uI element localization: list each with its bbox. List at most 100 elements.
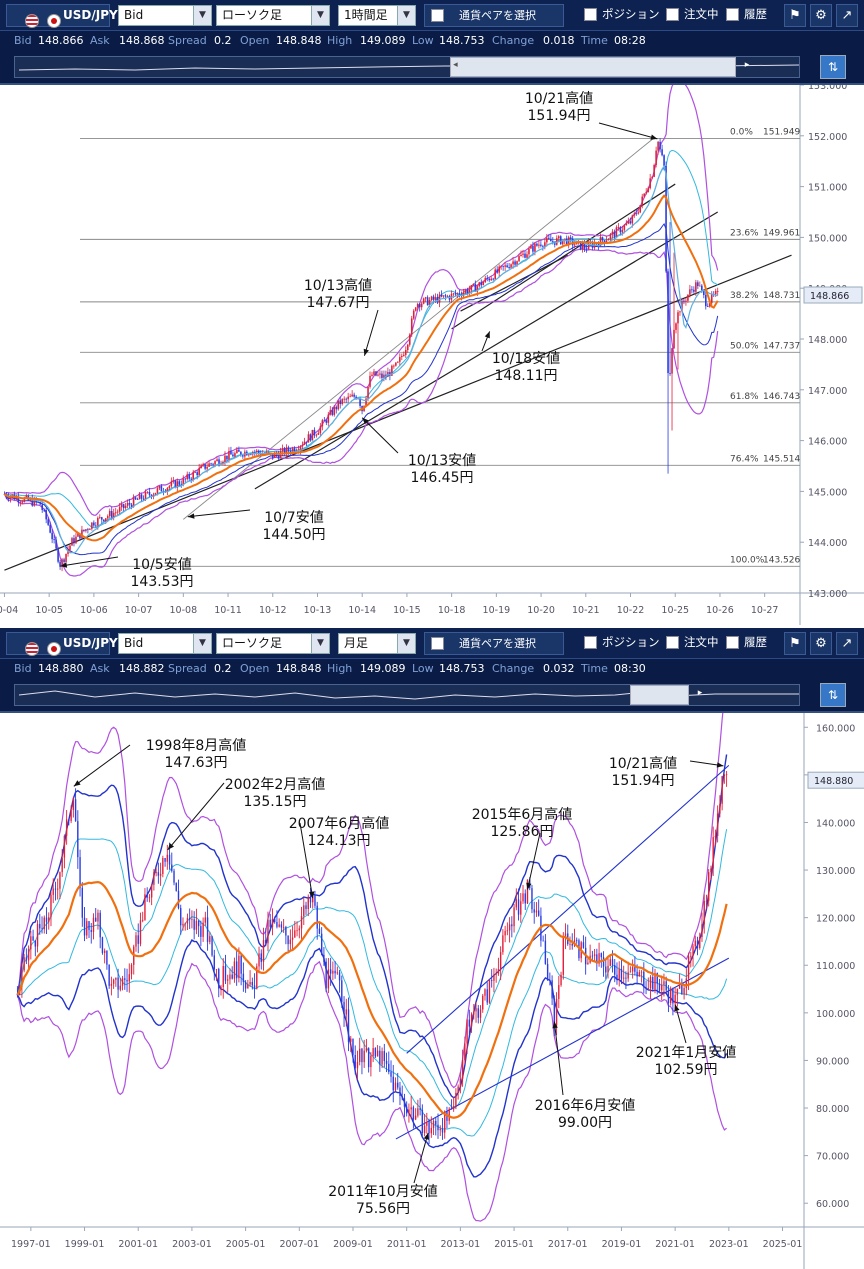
candle-body [544,940,547,964]
orders-checkbox[interactable] [666,636,679,649]
candle-body [315,434,318,436]
position-checkbox[interactable] [584,636,597,649]
navigator-window[interactable]: ◂ ▸ [450,57,749,77]
annotation-price: 125.86円 [491,824,554,840]
bollinger-upper-1 [16,829,728,1109]
timeframe-select[interactable]: 月足 ▼ [338,633,416,654]
candle-body [705,900,708,902]
chart-style-select[interactable]: ローソク足 ▼ [216,633,330,654]
candle-body [663,155,665,166]
annotation-title: 1998年8月高値 [146,737,247,754]
candle-body [148,897,151,899]
high-label: High [327,662,353,675]
candle-body [647,188,649,192]
orders-checkbox[interactable] [666,8,679,21]
candle-body [87,529,89,531]
chevron-down-icon: ▼ [311,6,329,25]
candle-body [114,512,117,514]
candle-body [279,451,282,459]
y-tick-label: 160.000 [816,723,855,734]
fib-percent-label: 61.8% [730,392,759,402]
hourly-chart[interactable]: 143.000 144.000 145.000 146.000 147.000 148.0… [0,85,864,625]
candle-body [353,394,355,397]
candle-body [598,953,600,964]
candle-body [146,894,148,898]
candle-body [211,936,213,956]
chart-panel-monthly: USD/JPY Bid ▼ ローソク足 ▼ 月足 ▼ 通貨ペアを選択 ポジション… [0,628,864,1269]
chevron-right-icon[interactable]: ▸ [744,60,750,70]
jp-flag-icon [47,14,61,28]
candle-body [716,291,719,292]
candle-body [97,517,99,526]
candle-body [101,517,103,520]
chevron-left-icon[interactable]: ◂ [453,60,458,70]
history-checkbox[interactable] [726,636,739,649]
select-pair-button[interactable]: 通貨ペアを選択 [424,632,564,655]
flag-marker-button[interactable]: ⚑ [784,632,806,655]
annotation-price: 75.56円 [356,1201,410,1217]
fib-percent-label: 100.0% [730,555,765,565]
pair-selector[interactable]: USD/JPY [6,4,118,28]
expand-icon[interactable]: ↗ [836,632,858,655]
price-type-select[interactable]: Bid ▼ [118,633,212,654]
candle-body [410,1107,412,1110]
candle-body [289,939,292,945]
candle-body [329,969,332,974]
select-pair-checkbox[interactable] [431,9,444,22]
candle-body [493,974,495,981]
change-label: Change [492,34,535,47]
gear-icon[interactable]: ⚙ [810,632,832,655]
fib-value-label: 143.526 [763,555,800,565]
timeframe-value: 1時間足 [344,8,388,22]
candle-body [144,492,147,500]
current-price-badge [803,286,863,304]
candle-body [195,920,198,930]
candle-body [176,481,179,488]
chart-style-select[interactable]: ローソク足 ▼ [216,5,330,26]
candle-body [273,919,276,923]
candle-body [280,924,283,928]
ask-label: Ask [90,34,110,47]
y-tick-label: 60.000 [816,1199,849,1210]
candle-body [345,398,347,400]
candle-body [515,899,518,908]
price-type-select[interactable]: Bid ▼ [118,5,212,26]
candle-body [475,1008,477,1012]
expand-icon[interactable]: ↗ [836,4,858,27]
candle-body [172,480,175,482]
candle-body [137,935,139,944]
select-pair-button[interactable]: 通貨ペアを選択 [424,4,564,27]
scroll-latest-button[interactable]: ⇅ [820,55,846,79]
gear-icon[interactable]: ⚙ [810,4,832,27]
fib-percent-label: 50.0% [730,341,759,351]
trendline-channel-upper [451,183,676,330]
navigator-track[interactable]: ▸ [14,684,800,706]
x-tick-label: 2021-01 [655,1239,695,1250]
current-price-label: 148.866 [810,291,849,302]
select-pair-checkbox[interactable] [431,637,444,650]
position-checkbox[interactable] [584,8,597,21]
navigator-track[interactable]: ◂ ▸ [14,56,800,78]
candle-body [182,923,184,926]
candle-body [180,484,183,486]
candle-body [439,1128,441,1131]
x-tick-label: 2007-01 [279,1239,319,1250]
candle-body [303,905,305,916]
navigator-window[interactable]: ▸ [630,685,702,705]
y-tick-label: 120.000 [816,914,855,925]
pair-selector[interactable]: USD/JPY [6,632,118,656]
chevron-right-icon[interactable]: ▸ [697,688,703,698]
history-checkbox[interactable] [726,8,739,21]
candle-body [331,410,334,415]
scroll-latest-button[interactable]: ⇅ [820,683,846,707]
timeframe-select[interactable]: 1時間足 ▼ [338,5,416,26]
candle-body [482,995,484,1010]
flag-marker-button[interactable]: ⚑ [784,4,806,27]
low-label: Low [412,662,434,675]
candle-body [564,933,567,938]
candle-body [202,464,204,466]
monthly-chart[interactable]: 60.000 70.000 80.000 90.000 100.000 110.000 12… [0,713,864,1269]
candle-body [345,1009,347,1015]
candle-body [514,261,516,265]
candle-body [273,453,276,458]
